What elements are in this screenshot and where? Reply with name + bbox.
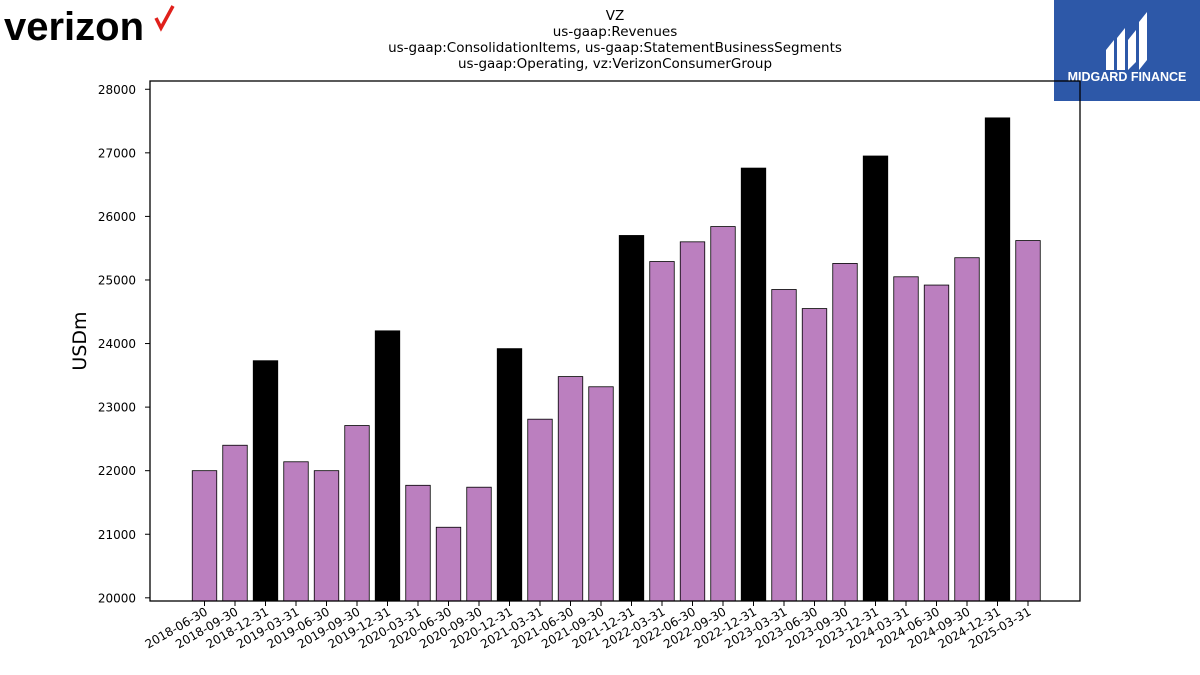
bar-2021-09-30	[588, 386, 614, 602]
verizon-logo-text: verizon	[4, 5, 144, 49]
y-tick-label: 20000	[98, 591, 136, 605]
y-tick-label: 27000	[98, 146, 136, 160]
midgard-finance-mark-icon: MIDGARD FINANCE	[1068, 12, 1187, 84]
bar-2019-03-31	[283, 461, 309, 602]
bar-2018-06-30	[191, 470, 218, 602]
bar-2024-03-31	[893, 276, 919, 602]
bar-2023-09-30	[832, 263, 858, 602]
midgard-finance-logo: MIDGARD FINANCE	[1054, 0, 1200, 101]
bar-2023-06-30	[801, 308, 828, 602]
bar-2024-12-31	[984, 117, 1011, 602]
bar-2021-06-30	[557, 376, 584, 602]
y-tick-label: 22000	[98, 464, 136, 478]
verizon-checkmark-icon	[154, 5, 175, 32]
bar-2022-09-30	[710, 226, 736, 602]
bar-2019-12-31	[374, 330, 401, 602]
bar-2018-09-30	[222, 444, 248, 602]
bar-2025-03-31	[1015, 240, 1041, 602]
chart-title-line: us-gaap:Revenues	[552, 24, 678, 40]
plot-frame	[149, 80, 1081, 602]
bar-2022-12-31	[740, 167, 767, 602]
bar-2020-09-30	[466, 486, 492, 602]
bar-2021-03-31	[527, 418, 553, 602]
bar-2018-12-31	[252, 360, 279, 602]
bar-2022-03-31	[649, 261, 675, 602]
y-tick-label: 21000	[98, 528, 136, 542]
x-axis: 2018-06-302018-09-302018-12-312019-03-31…	[143, 601, 1034, 651]
bar-2022-06-30	[679, 241, 706, 602]
y-tick-label: 23000	[98, 401, 136, 415]
bar-2024-09-30	[954, 257, 980, 602]
y-tick-label: 24000	[98, 337, 136, 351]
bar-2024-06-30	[923, 284, 950, 602]
bar-2019-06-30	[313, 470, 340, 602]
chart-title-line: us-gaap:ConsolidationItems, us-gaap:Stat…	[388, 40, 842, 56]
bar-2020-03-31	[405, 484, 431, 602]
y-axis-label: USDm	[69, 311, 91, 370]
y-tick-label: 26000	[98, 210, 136, 224]
y-tick-label: 25000	[98, 273, 136, 287]
y-tick-label: 28000	[98, 83, 136, 97]
y-axis: 20000 21000 22000 23000 24000 25000 26000 27000…	[98, 83, 150, 605]
bars-group	[191, 117, 1041, 602]
bar-2023-12-31	[862, 155, 889, 602]
bar-2019-09-30	[344, 425, 370, 602]
chart-title-line: us-gaap:Operating, vz:VerizonConsumerGro…	[457, 56, 773, 72]
bar-2023-03-31	[771, 289, 797, 602]
bar-2021-12-31	[618, 235, 645, 602]
chart-title-line: VZ	[605, 8, 625, 24]
bar-2020-06-30	[435, 526, 462, 602]
verizon-logo: verizon	[4, 5, 175, 49]
chart-title: VZ us-gaap:Revenues us-gaap:Consolidatio…	[300, 8, 930, 72]
bar-2020-12-31	[496, 348, 523, 602]
midgard-finance-logo-text: MIDGARD FINANCE	[1068, 70, 1187, 84]
